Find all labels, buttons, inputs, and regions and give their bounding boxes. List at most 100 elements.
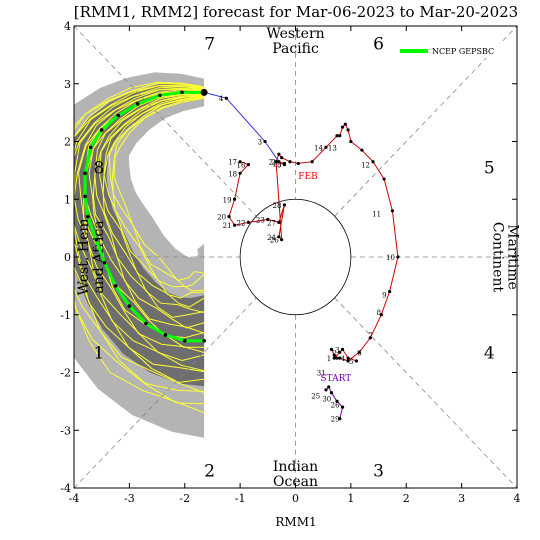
legend-label: NCEP GEPSBC	[432, 47, 494, 56]
ensemble-mean-point	[83, 171, 87, 176]
forecast-day-label: 2	[271, 159, 275, 167]
observed-point	[335, 399, 339, 403]
observed-point	[246, 220, 251, 224]
ensemble-mean-point	[86, 214, 90, 219]
observed-point	[354, 359, 359, 363]
region-label: West. Hem	[76, 218, 92, 295]
observed-point	[340, 125, 345, 129]
observed-day-label: 11	[372, 211, 381, 219]
region-label: Pacific	[272, 41, 319, 57]
ensemble-member-track	[74, 86, 205, 384]
x-tick-label: -4	[69, 492, 80, 505]
x-tick-label: -3	[124, 492, 135, 505]
observed-day-label: 9	[382, 292, 386, 300]
ensemble-member-track	[88, 92, 205, 334]
observed-point	[371, 160, 375, 164]
y-tick-label: 1	[64, 193, 71, 206]
forecast-day-label: 3	[258, 139, 262, 147]
ensemble-member-track	[108, 96, 205, 292]
ensemble-mean-point	[94, 237, 98, 242]
observed-day-label: 7	[368, 332, 372, 340]
observed-point	[282, 203, 287, 207]
ensemble-member-track	[74, 87, 205, 373]
observed-point	[274, 160, 278, 164]
observed-point	[346, 128, 350, 132]
observed-day-label: 12	[361, 162, 370, 170]
observed-day-label: 6	[357, 349, 362, 357]
x-tick-label: 0	[292, 492, 299, 505]
ensemble-mean-point	[163, 333, 168, 337]
ensemble-mean-point	[113, 284, 118, 288]
observed-day-label: 27	[267, 219, 276, 227]
ensemble-mean-point	[88, 145, 93, 150]
y-tick-label: -3	[60, 424, 71, 437]
observed-day-label: 14	[314, 144, 323, 152]
observed-point	[349, 139, 353, 144]
ensemble-member-track	[74, 81, 205, 414]
observed-day-label: 15	[273, 160, 282, 168]
ensemble-member-track	[103, 95, 205, 299]
ensemble-member-track	[74, 82, 205, 405]
ensemble-mean-point	[102, 260, 107, 265]
ensemble-member-track	[111, 97, 205, 288]
observed-day-label: 17	[228, 159, 237, 167]
unit-circle	[239, 198, 352, 316]
observed-day-label: 2	[332, 349, 336, 357]
y-tick-label: 2	[64, 136, 71, 149]
observed-point	[238, 160, 242, 164]
ensemble-mean-point	[99, 128, 104, 132]
observed-day-label: 20	[217, 214, 226, 222]
ensemble-mean-point	[144, 321, 148, 326]
observed-day-label: 26	[331, 401, 340, 409]
observed-day-label: 16	[237, 162, 246, 170]
phase-number: 5	[484, 158, 495, 178]
observed-track-feb	[275, 123, 399, 362]
observed-day-label: 31	[317, 370, 326, 378]
observed-day-label: 10	[386, 254, 395, 262]
observed-point	[368, 336, 372, 340]
observed-day-label: 4	[341, 355, 346, 363]
ensemble-member-track	[78, 90, 205, 353]
region-label: Indian	[273, 459, 318, 475]
observed-day-label: 1	[327, 355, 331, 363]
observed-point	[335, 134, 339, 138]
observed-point	[329, 347, 334, 351]
observed-point	[277, 152, 281, 156]
y-tick-label: -1	[60, 309, 71, 322]
observed-point	[335, 356, 339, 360]
ensemble-member-track	[99, 94, 205, 313]
observed-day-label: 18	[228, 170, 237, 178]
observed-point	[296, 161, 300, 166]
observed-point	[266, 217, 270, 222]
region-label: Ocean	[273, 474, 318, 490]
x-tick-label: -2	[179, 492, 190, 505]
x-axis-label: RMM1	[275, 515, 316, 529]
observed-point	[332, 356, 336, 360]
observed-point	[340, 347, 345, 351]
observed-point	[327, 385, 331, 389]
phase-number: 3	[373, 462, 384, 482]
legend-box	[396, 44, 516, 58]
ensemble-mean-point	[83, 194, 87, 199]
month-label: FEB	[298, 172, 318, 182]
x-tick-label: -1	[235, 492, 246, 505]
ensemble-mean-point	[200, 88, 208, 96]
x-tick-label: 4	[514, 492, 521, 505]
observed-point	[379, 313, 383, 317]
phase-number: 6	[373, 34, 384, 54]
observed-day-label: 24	[267, 234, 276, 242]
observed-day-label: 28	[273, 202, 282, 210]
observed-point	[360, 148, 364, 152]
observed-point	[332, 353, 336, 357]
observed-day-label: 3	[335, 346, 339, 354]
observed-point	[357, 350, 361, 354]
phase-number: 1	[94, 343, 105, 363]
x-tick-label: 2	[403, 492, 410, 505]
observed-point	[346, 359, 350, 363]
chart-title: [RMM1, RMM2] forecast for Mar-06-2023 to…	[74, 3, 518, 21]
phase-number: 2	[204, 462, 215, 482]
y-tick-label: -4	[60, 482, 71, 495]
